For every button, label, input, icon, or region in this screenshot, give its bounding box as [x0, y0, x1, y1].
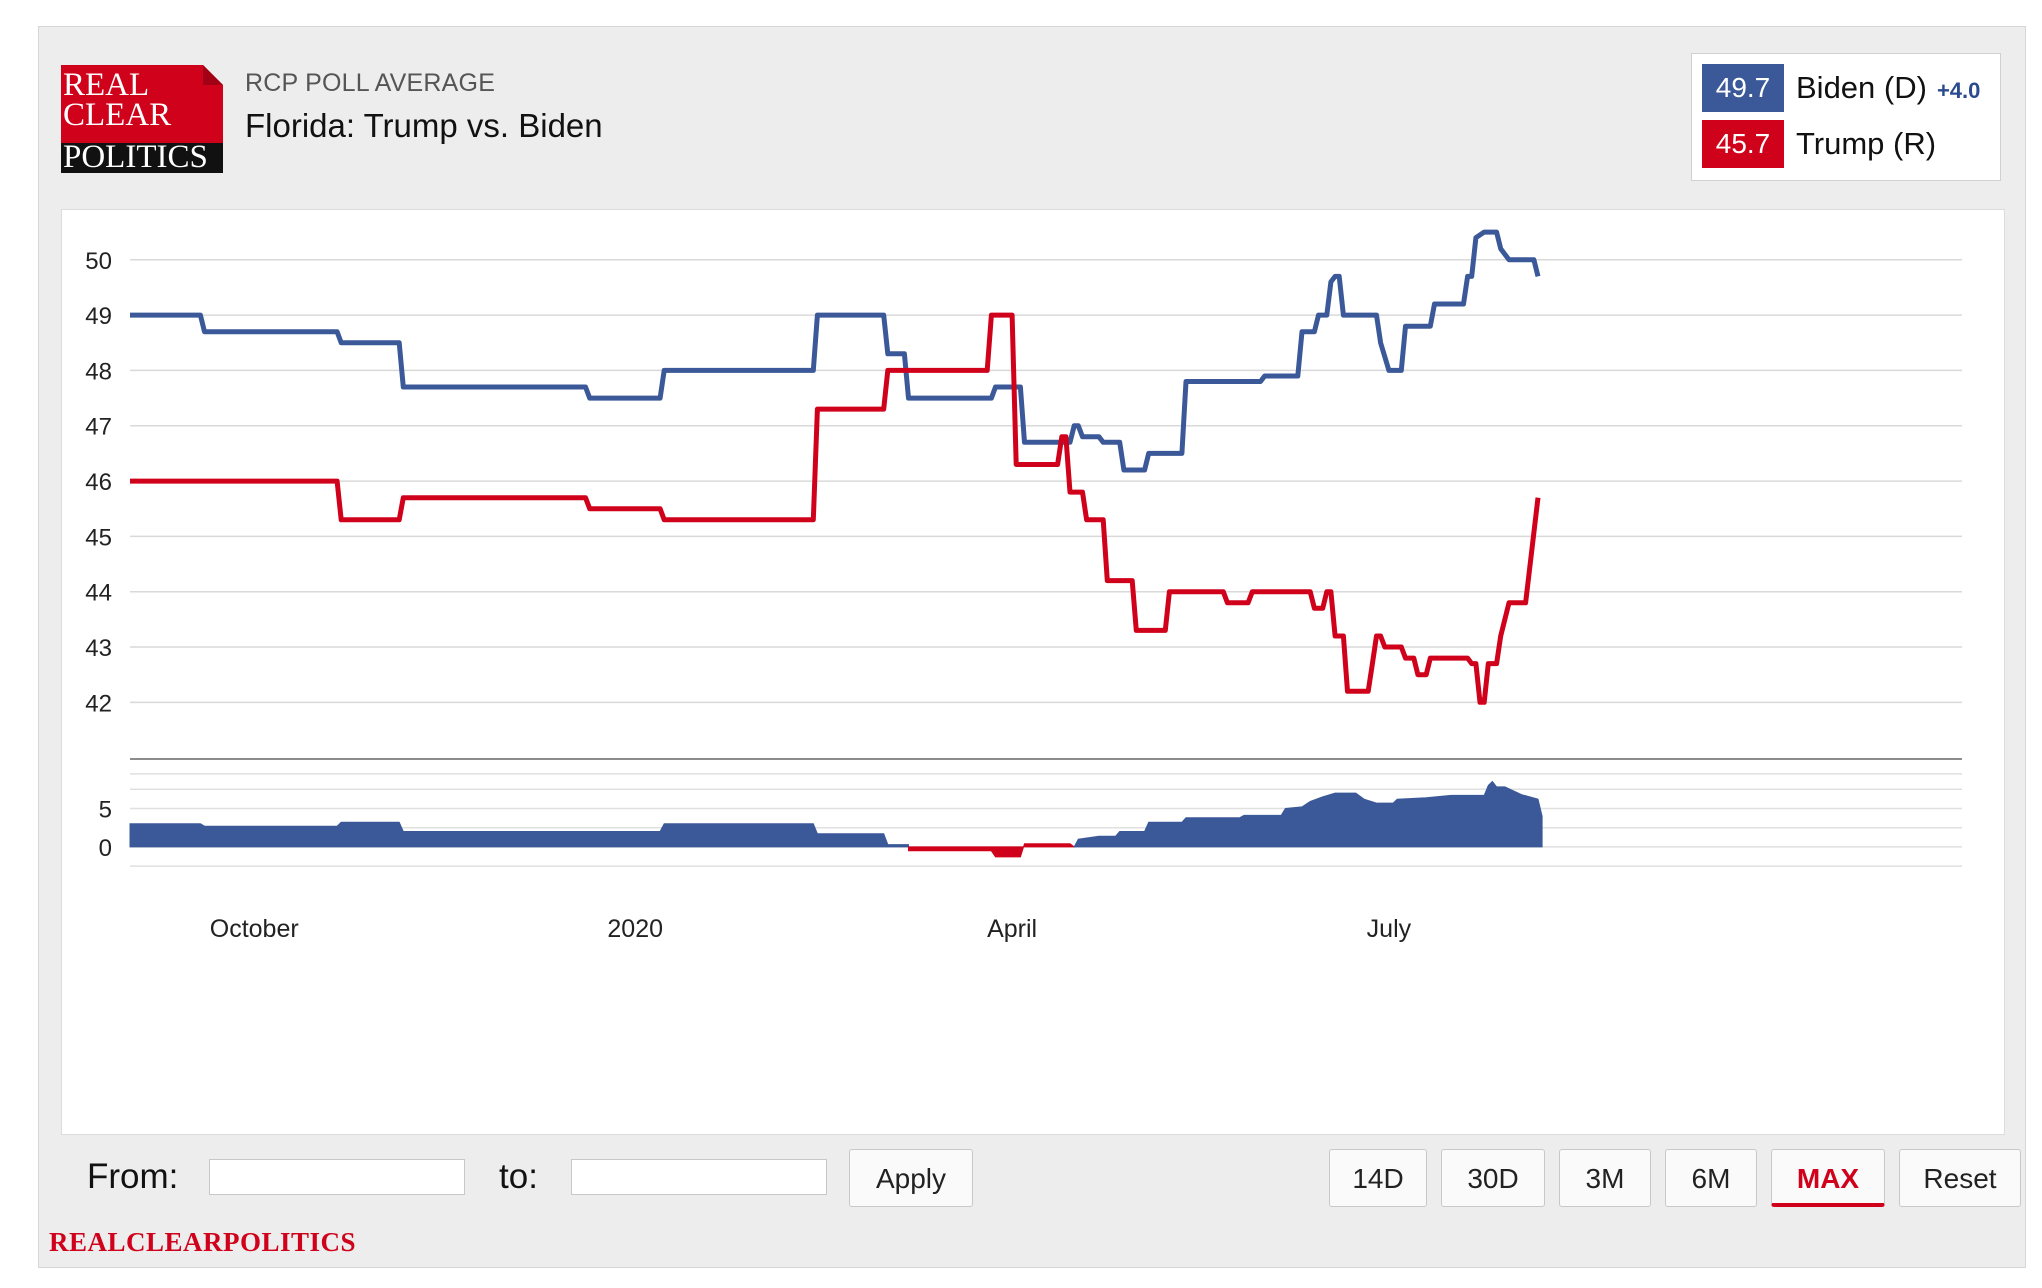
main-y-tick-label: 46: [85, 469, 112, 496]
x-tick-label: July: [1367, 915, 1412, 943]
logo-line-2: CLEAR: [63, 97, 171, 133]
chart-kicker: RCP POLL AVERAGE: [245, 69, 496, 97]
main-y-tick-label: 42: [85, 690, 112, 717]
range-button-14d[interactable]: 14D: [1329, 1149, 1427, 1207]
poll-widget: REAL CLEAR POLITICS RCP POLL AVERAGE Flo…: [38, 26, 2026, 1268]
main-y-tick-label: 44: [85, 580, 112, 607]
chart-title: Florida: Trump vs. Biden: [245, 107, 603, 144]
x-tick-label: April: [987, 915, 1037, 943]
spread-y-tick-label: 5: [99, 796, 112, 823]
series-line-biden: [130, 229, 1541, 473]
to-label: to:: [499, 1157, 538, 1196]
range-button-3m[interactable]: 3M: [1559, 1149, 1651, 1207]
legend-trump: 45.7 Trump (R): [1702, 120, 1936, 168]
to-date-input[interactable]: [571, 1159, 827, 1195]
spread-area-2: [1073, 780, 1543, 848]
main-y-tick-label: 45: [85, 524, 112, 551]
range-button-max[interactable]: MAX: [1771, 1149, 1885, 1207]
chart-plot-area[interactable]: 42 43 44 45 46 47 48 49 50 0 5 October 2020 April July: [61, 209, 2005, 1135]
spread-y-tick-label: 0: [99, 835, 112, 862]
logo-line-3: POLITICS: [63, 139, 208, 173]
from-date-input[interactable]: [209, 1159, 465, 1195]
main-y-tick-label: 43: [85, 635, 112, 662]
series-line-trump: [130, 312, 1541, 705]
x-tick-label: October: [210, 915, 299, 943]
legend-trump-name: Trump (R): [1796, 126, 1937, 161]
rcp-logo: REAL CLEAR POLITICS: [61, 65, 223, 173]
main-y-tick-label: 48: [85, 358, 112, 385]
legend-biden-name: Biden (D): [1796, 70, 1927, 105]
chart-controls: From: to: Apply 14D 30D 3M 6M MAX Reset: [61, 1137, 2021, 1219]
x-tick-label: 2020: [607, 915, 663, 943]
main-y-tick-label: 50: [85, 248, 112, 275]
legend-trump-value: 45.7: [1702, 120, 1784, 168]
reset-button[interactable]: Reset: [1899, 1149, 2021, 1207]
main-y-tick-label: 49: [85, 303, 112, 330]
legend: 49.7 Biden (D) +4.0 45.7 Trump (R): [1691, 53, 2001, 181]
logo-line-1: REAL: [63, 67, 149, 103]
range-button-6m[interactable]: 6M: [1665, 1149, 1757, 1207]
apply-button[interactable]: Apply: [849, 1149, 973, 1207]
legend-biden: 49.7 Biden (D) +4.0: [1702, 64, 1980, 112]
chart-svg[interactable]: 42 43 44 45 46 47 48 49 50 0 5 October 2020 April July: [62, 210, 2004, 1134]
range-button-30d[interactable]: 30D: [1441, 1149, 1545, 1207]
spread-area-0: [129, 821, 909, 848]
legend-biden-spread: +4.0: [1936, 78, 1981, 103]
footer-brand: REALCLEARPOLITICS: [49, 1227, 357, 1257]
from-label: From:: [87, 1157, 179, 1196]
spread-area-1: [908, 843, 1076, 858]
main-y-tick-label: 47: [85, 414, 112, 441]
legend-biden-value: 49.7: [1702, 64, 1784, 112]
